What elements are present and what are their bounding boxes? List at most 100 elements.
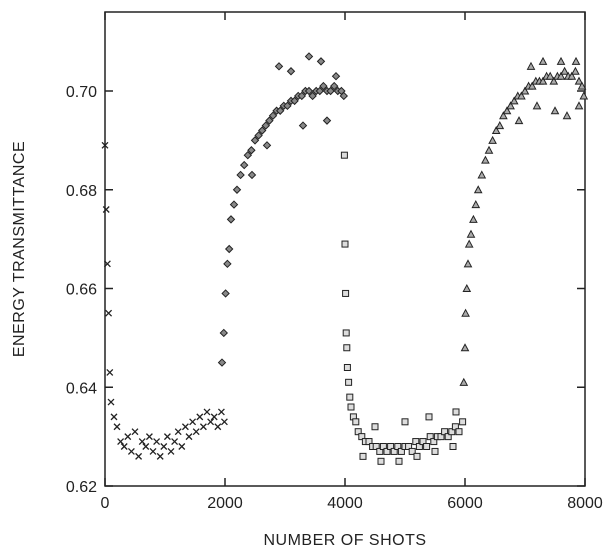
data-point-triangle-35 — [567, 71, 577, 80]
data-point-x-8 — [117, 438, 125, 446]
data-point-square-27 — [412, 438, 420, 446]
data-point-square-18 — [379, 443, 387, 450]
data-point-square-0 — [340, 151, 348, 159]
data-point-square-40 — [459, 418, 467, 426]
data-point-triangle-45 — [550, 106, 560, 115]
data-point-x-33 — [207, 418, 215, 426]
x-tick-label-1: 2000 — [207, 495, 243, 512]
data-point-diamond-13 — [254, 131, 263, 140]
y-tick-label-0: 0.62 — [66, 479, 97, 496]
data-point-triangle-10 — [477, 170, 487, 179]
data-point-x-5 — [107, 398, 115, 406]
data-point-triangle-3 — [462, 283, 472, 292]
data-point-square-42 — [377, 457, 385, 465]
data-point-square-12 — [358, 433, 366, 441]
data-point-triangle-2 — [461, 308, 470, 317]
data-point-x-4 — [106, 368, 114, 376]
data-point-triangle-32 — [556, 71, 566, 80]
data-point-diamond-23 — [290, 96, 299, 106]
data-point-x-6 — [110, 413, 118, 421]
data-point-diamond-31 — [319, 81, 328, 91]
data-point-diamond-0 — [217, 358, 227, 367]
data-point-diamond-45 — [247, 170, 257, 180]
data-point-x-34 — [210, 413, 218, 421]
data-point-triangle-22 — [520, 86, 530, 95]
data-point-square-21 — [390, 447, 398, 455]
data-point-x-19 — [156, 452, 164, 460]
data-point-square-47 — [371, 423, 379, 431]
data-point-triangle-1 — [460, 343, 470, 352]
data-point-square-50 — [452, 408, 460, 416]
data-point-square-31 — [426, 433, 434, 441]
data-point-x-1 — [102, 206, 110, 213]
data-point-triangle-21 — [517, 91, 526, 100]
data-point-diamond-33 — [326, 86, 335, 96]
data-point-triangle-33 — [560, 66, 569, 75]
y-axis-title: ENERGY TRANSMITTANCE — [11, 141, 28, 357]
data-point-square-37 — [448, 428, 456, 436]
data-point-x-10 — [124, 433, 132, 441]
data-point-triangle-30 — [549, 76, 559, 85]
data-point-triangle-24 — [527, 81, 537, 90]
data-point-square-23 — [397, 447, 405, 455]
data-point-triangle-37 — [574, 76, 584, 85]
data-point-x-29 — [192, 428, 200, 436]
data-point-square-8 — [347, 403, 355, 411]
x-tick-labels: 0 2000 4000 6000 8000 — [101, 495, 603, 512]
data-point-square-29 — [419, 438, 427, 446]
data-point-triangle-9 — [473, 185, 483, 194]
data-point-x-23 — [171, 438, 179, 446]
data-point-x-32 — [203, 408, 211, 416]
data-point-diamond-25 — [297, 91, 307, 101]
y-tick-label-1: 0.64 — [66, 380, 97, 397]
data-point-diamond-6 — [229, 200, 239, 209]
data-point-triangle-8 — [471, 200, 481, 209]
data-point-triangle-29 — [545, 71, 555, 80]
data-point-x-15 — [142, 443, 150, 450]
data-point-square-46 — [449, 443, 457, 450]
data-point-square-10 — [352, 418, 360, 426]
data-point-diamond-44 — [331, 71, 341, 81]
data-point-square-34 — [437, 433, 445, 441]
data-point-triangle-43 — [571, 56, 581, 65]
data-point-diamond-15 — [261, 121, 271, 130]
data-point-triangle-44 — [532, 101, 542, 110]
data-point-diamond-38 — [274, 62, 284, 71]
data-point-triangle-16 — [499, 111, 508, 120]
data-point-square-28 — [415, 443, 423, 450]
data-point-square-16 — [372, 443, 380, 450]
y-tick-labels: 0.62 0.64 0.66 0.68 0.70 — [66, 84, 97, 496]
data-point-diamond-11 — [247, 146, 256, 155]
data-point-x-37 — [220, 418, 228, 426]
data-point-triangle-18 — [506, 101, 515, 110]
data-point-triangle-11 — [481, 155, 490, 164]
data-point-square-44 — [413, 452, 421, 460]
data-point-square-14 — [365, 438, 373, 446]
data-point-diamond-40 — [304, 52, 314, 61]
data-point-square-6 — [345, 378, 353, 386]
data-point-square-7 — [346, 393, 354, 401]
data-point-square-45 — [431, 447, 439, 455]
data-point-x-35 — [214, 423, 222, 431]
data-point-x-30 — [196, 413, 204, 421]
data-point-x-13 — [135, 452, 143, 460]
data-point-x-24 — [174, 428, 182, 436]
data-point-x-20 — [160, 443, 168, 450]
data-point-x-0 — [101, 141, 109, 149]
data-point-triangle-41 — [538, 56, 548, 65]
data-point-x-14 — [138, 438, 146, 446]
data-point-triangle-17 — [502, 106, 512, 115]
data-point-diamond-19 — [275, 106, 285, 115]
data-point-x-22 — [167, 447, 175, 455]
data-point-diamond-34 — [329, 81, 339, 91]
data-point-square-1 — [341, 240, 349, 248]
data-point-diamond-27 — [304, 86, 314, 96]
data-point-diamond-39 — [286, 67, 296, 76]
data-point-x-17 — [149, 447, 157, 455]
data-point-x-2 — [103, 260, 111, 268]
data-point-square-43 — [395, 457, 403, 465]
data-point-x-16 — [145, 433, 153, 441]
data-point-diamond-10 — [243, 150, 253, 160]
data-point-x-7 — [113, 423, 121, 431]
data-point-diamond-3 — [223, 259, 232, 269]
